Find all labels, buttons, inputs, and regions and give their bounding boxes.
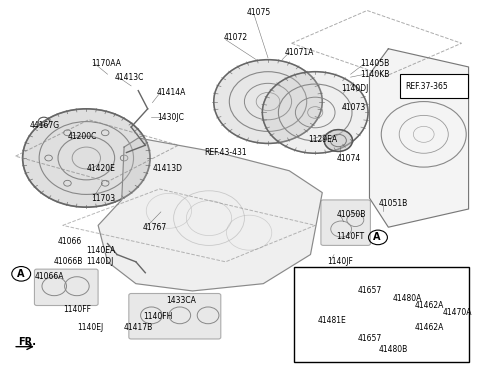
- Text: 41200C: 41200C: [68, 132, 97, 141]
- Bar: [294, 267, 468, 362]
- Text: 1140DJ: 1140DJ: [86, 257, 114, 266]
- Text: 41073: 41073: [341, 102, 365, 112]
- FancyBboxPatch shape: [129, 294, 221, 339]
- Text: 1140FH: 1140FH: [143, 312, 172, 321]
- Text: 1140JF: 1140JF: [327, 257, 353, 266]
- Text: 41071A: 41071A: [285, 48, 314, 57]
- Text: 41074: 41074: [336, 153, 360, 163]
- Text: 41051B: 41051B: [379, 199, 408, 208]
- Text: 1140DJ: 1140DJ: [341, 84, 369, 93]
- Polygon shape: [370, 49, 468, 227]
- Text: A: A: [373, 232, 381, 243]
- Circle shape: [263, 72, 368, 153]
- Text: 1430JC: 1430JC: [157, 113, 184, 123]
- Text: 41075: 41075: [247, 8, 271, 17]
- Text: FR.: FR.: [18, 337, 36, 347]
- Text: 1140FT: 1140FT: [336, 232, 365, 241]
- Bar: [400, 74, 468, 98]
- Text: 41767: 41767: [143, 223, 167, 232]
- Text: 41066A: 41066A: [35, 272, 64, 281]
- Text: 11703: 11703: [91, 193, 115, 203]
- Text: REF.37-365: REF.37-365: [405, 83, 448, 91]
- Circle shape: [23, 109, 150, 207]
- FancyBboxPatch shape: [35, 269, 98, 305]
- Text: 1170AA: 1170AA: [91, 59, 121, 68]
- Text: 1129EA: 1129EA: [308, 135, 337, 144]
- Text: 41072: 41072: [223, 33, 247, 42]
- Text: 41066: 41066: [58, 237, 82, 246]
- Text: 41420E: 41420E: [86, 164, 115, 174]
- Text: 41657: 41657: [358, 334, 382, 343]
- Text: A: A: [16, 269, 24, 279]
- Text: 1140EJ: 1140EJ: [77, 323, 103, 332]
- Text: 41066B: 41066B: [53, 257, 83, 266]
- Circle shape: [324, 130, 352, 152]
- Text: 41462A: 41462A: [414, 301, 444, 310]
- Text: 41414A: 41414A: [157, 88, 187, 97]
- Text: 41413D: 41413D: [152, 164, 182, 174]
- Text: 41480B: 41480B: [379, 345, 408, 354]
- Text: 1140FF: 1140FF: [63, 305, 91, 314]
- Text: 11405B: 11405B: [360, 59, 389, 68]
- FancyBboxPatch shape: [321, 200, 371, 246]
- Text: 41462A: 41462A: [414, 323, 444, 332]
- Text: 41480A: 41480A: [393, 294, 422, 303]
- Text: 41413C: 41413C: [115, 73, 144, 82]
- Polygon shape: [98, 138, 322, 291]
- Text: 41050B: 41050B: [336, 210, 366, 219]
- Text: 1140EA: 1140EA: [86, 246, 116, 255]
- Text: 41417B: 41417B: [124, 323, 153, 332]
- Text: 1433CA: 1433CA: [167, 295, 196, 305]
- Text: 44167G: 44167G: [30, 121, 60, 130]
- Text: REF.43-431: REF.43-431: [204, 148, 247, 157]
- Text: 41657: 41657: [358, 287, 382, 295]
- Text: 41481E: 41481E: [318, 316, 346, 324]
- Circle shape: [214, 60, 322, 143]
- Text: 1140KB: 1140KB: [360, 70, 389, 79]
- Text: 41470A: 41470A: [443, 308, 472, 317]
